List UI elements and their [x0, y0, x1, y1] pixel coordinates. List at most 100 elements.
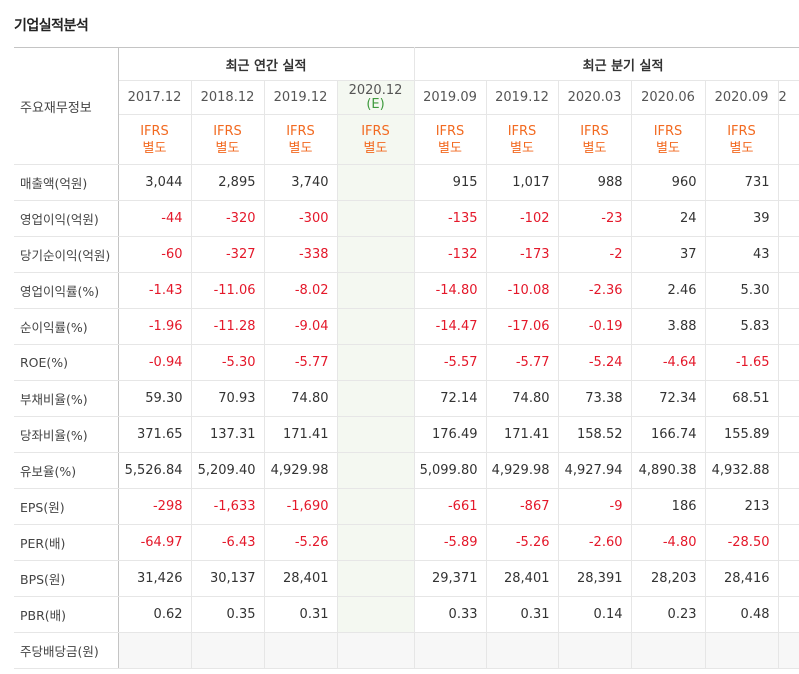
data-row: PER(배) -64.97 -6.43 -5.26 -5.89 -5.26 -2.60 -4.… — [14, 524, 799, 561]
value-cell: 43 — [704, 236, 779, 273]
value-cell: -64.97 — [117, 524, 192, 561]
value-cell: -338 — [263, 236, 338, 273]
value-cell: -135 — [413, 200, 487, 237]
basis-header: IFRS 별도 — [557, 114, 632, 165]
period-label: 2019.12 — [495, 89, 549, 105]
empty-cell — [413, 632, 487, 669]
row-label: 부채비율(%) — [14, 380, 119, 417]
basis-header: IFRS 별도 — [704, 114, 779, 165]
value-cell: -2 — [557, 236, 632, 273]
value-cell: -11.28 — [190, 308, 265, 345]
value-cell: -0.94 — [117, 344, 192, 381]
value-cell: 155.89 — [704, 416, 779, 453]
basis-header: IFRS 별도 — [336, 114, 415, 165]
basis-label: 별도 — [288, 140, 313, 156]
basis-label: IFRS — [653, 123, 683, 139]
value-cell: 371.65 — [117, 416, 192, 453]
value-cell: -1,690 — [263, 488, 338, 525]
value-cell: -173 — [485, 236, 559, 273]
value-cell: 28,203 — [630, 560, 706, 597]
empty-cell — [557, 632, 632, 669]
value-cell: -298 — [117, 488, 192, 525]
data-row: 당기순이익(억원) -60 -327 -338 -132 -173 -2 37 43 — [14, 236, 799, 273]
value-cell: -60 — [117, 236, 192, 273]
value-cell: -327 — [190, 236, 265, 273]
data-row: ROE(%) -0.94 -5.30 -5.77 -5.57 -5.77 -5.24 -4.6… — [14, 344, 799, 381]
empty-cell — [777, 416, 799, 453]
value-cell: 74.80 — [485, 380, 559, 417]
table-body: 주요재무정보 최근 연간 실적 최근 분기 실적 2017.12 2018.12 2019… — [14, 47, 799, 669]
period-label: 2020.12 — [348, 82, 403, 98]
basis-header: IFRS 별도 — [413, 114, 487, 165]
basis-header: IFRS 별도 — [190, 114, 265, 165]
value-cell: 5,209.40 — [190, 452, 265, 489]
data-row: BPS(원) 31,426 30,137 28,401 29,371 28,401 28,3… — [14, 560, 799, 597]
value-cell: 0.62 — [117, 596, 192, 633]
section-title: 기업실적분석 — [14, 18, 89, 34]
data-row: EPS(원) -298 -1,633 -1,690 -661 -867 -9 186 213 — [14, 488, 799, 525]
value-cell: 28,416 — [704, 560, 779, 597]
value-cell: -1,633 — [190, 488, 265, 525]
value-cell: 731 — [704, 164, 779, 201]
basis-label: 별도 — [142, 140, 167, 156]
value-cell: -5.77 — [485, 344, 559, 381]
basis-label: IFRS — [580, 123, 609, 139]
value-cell: -4.80 — [630, 524, 706, 561]
empty-cell — [336, 272, 415, 309]
value-cell: 70.93 — [190, 380, 265, 417]
value-cell: 68.51 — [704, 380, 779, 417]
period-row: 2017.12 2018.12 2019.12 2020.12 (E) 2019.09 20… — [14, 80, 799, 115]
data-row: 당좌비율(%) 371.65 137.31 171.41 176.49 171.41 158… — [14, 416, 799, 453]
value-cell: -5.26 — [263, 524, 338, 561]
value-cell: -14.80 — [413, 272, 487, 309]
empty-cell — [777, 596, 799, 633]
value-cell: 3.88 — [630, 308, 706, 345]
row-label: 당좌비율(%) — [14, 416, 119, 453]
row-label: ROE(%) — [14, 344, 119, 381]
data-row: 부채비율(%) 59.30 70.93 74.80 72.14 74.80 73.38 72.… — [14, 380, 799, 417]
value-cell: -132 — [413, 236, 487, 273]
value-cell: 2.46 — [630, 272, 706, 309]
period-label: 2019.12 — [273, 89, 328, 105]
basis-header: IFRS 별도 — [630, 114, 706, 165]
header-row: 주요재무정보 최근 연간 실적 최근 분기 실적 — [14, 47, 799, 165]
value-cell: 4,932.88 — [704, 452, 779, 489]
value-cell: 28,391 — [557, 560, 632, 597]
group-header: 최근 분기 실적 — [413, 47, 799, 81]
value-cell: -10.08 — [485, 272, 559, 309]
empty-cell — [336, 488, 415, 525]
estimate-mark: (E) — [366, 96, 385, 112]
empty-cell — [777, 164, 799, 201]
value-cell: 29,371 — [413, 560, 487, 597]
empty-cell — [336, 308, 415, 345]
empty-cell — [704, 632, 779, 669]
empty-cell — [777, 560, 799, 597]
basis-label: IFRS — [435, 123, 465, 139]
basis-label: 별도 — [215, 140, 240, 156]
period-label: 2020.06 — [641, 89, 695, 105]
financial-table: 주요재무정보 최근 연간 실적 최근 분기 실적 2017.12 2018.12 2019… — [14, 47, 799, 669]
data-row: 순이익률(%) -1.96 -11.28 -9.04 -14.47 -17.06 -0.19… — [14, 308, 799, 345]
value-cell: 72.34 — [630, 380, 706, 417]
empty-cell — [630, 632, 706, 669]
value-cell: 915 — [413, 164, 487, 201]
empty-cell — [485, 632, 559, 669]
value-cell: 2,895 — [190, 164, 265, 201]
period-header: 2020.09 — [704, 80, 779, 115]
empty-cell — [336, 524, 415, 561]
value-cell: -8.02 — [263, 272, 338, 309]
period-label: 2017.12 — [127, 89, 182, 105]
period-header: 2020.12 (E) — [336, 80, 415, 115]
row-label: 순이익률(%) — [14, 308, 119, 345]
empty-cell — [777, 236, 799, 273]
empty-cell — [777, 632, 799, 669]
value-cell: 171.41 — [485, 416, 559, 453]
value-cell: 960 — [630, 164, 706, 201]
basis-label: IFRS — [286, 123, 315, 139]
basis-header: IFRS 별도 — [117, 114, 192, 165]
period-label: 2020.09 — [714, 89, 769, 105]
row-label: PBR(배) — [14, 596, 119, 633]
value-cell: 28,401 — [485, 560, 559, 597]
value-cell: -5.77 — [263, 344, 338, 381]
